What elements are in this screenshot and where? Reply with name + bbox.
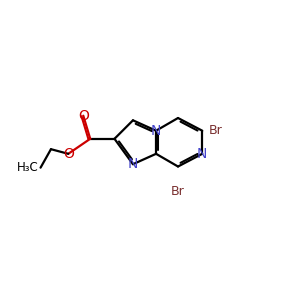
Text: N: N xyxy=(151,124,161,138)
Text: Br: Br xyxy=(209,124,223,137)
Text: O: O xyxy=(78,109,89,123)
Text: N: N xyxy=(197,147,207,161)
Text: N: N xyxy=(128,157,138,171)
Text: O: O xyxy=(63,147,74,161)
Text: H₃C: H₃C xyxy=(17,161,39,174)
Text: Br: Br xyxy=(171,185,185,198)
